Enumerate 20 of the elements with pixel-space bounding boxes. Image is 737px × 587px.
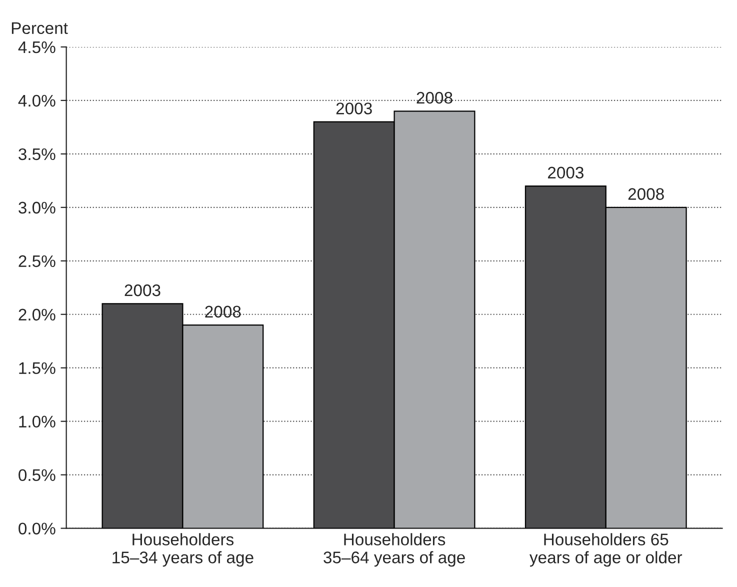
y-tick-label: 2.0% (18, 308, 56, 321)
text: 2003 (336, 102, 372, 114)
x-tick-label: Householders 15–34 years of age (112, 533, 254, 567)
y-axis-title: Percent (12, 22, 68, 34)
y-tick-label: 3.0% (18, 202, 56, 214)
y-tick-label: 1.5% (19, 362, 56, 374)
y-tick-label: 0.5% (18, 469, 56, 482)
y-tick-label: 4.0% (18, 94, 56, 107)
text: 2008 (628, 188, 664, 200)
series-label: 2008 (416, 92, 452, 104)
y-tick-label: 4.5% (18, 41, 56, 54)
text: 2008 (205, 306, 241, 318)
y-tick-label: 1.0% (19, 416, 56, 428)
series-label: 2003 (548, 166, 584, 179)
text: 2003 (124, 284, 160, 296)
x-tick-label: Householders 35–64 years of age (324, 533, 465, 567)
x-tick-label: Householders 65 years of age or older (530, 533, 682, 567)
y-tick-label: 2.5% (18, 255, 56, 268)
y-tick-label: 3.5% (18, 148, 56, 160)
y-tick-label: 0.0% (18, 522, 56, 535)
